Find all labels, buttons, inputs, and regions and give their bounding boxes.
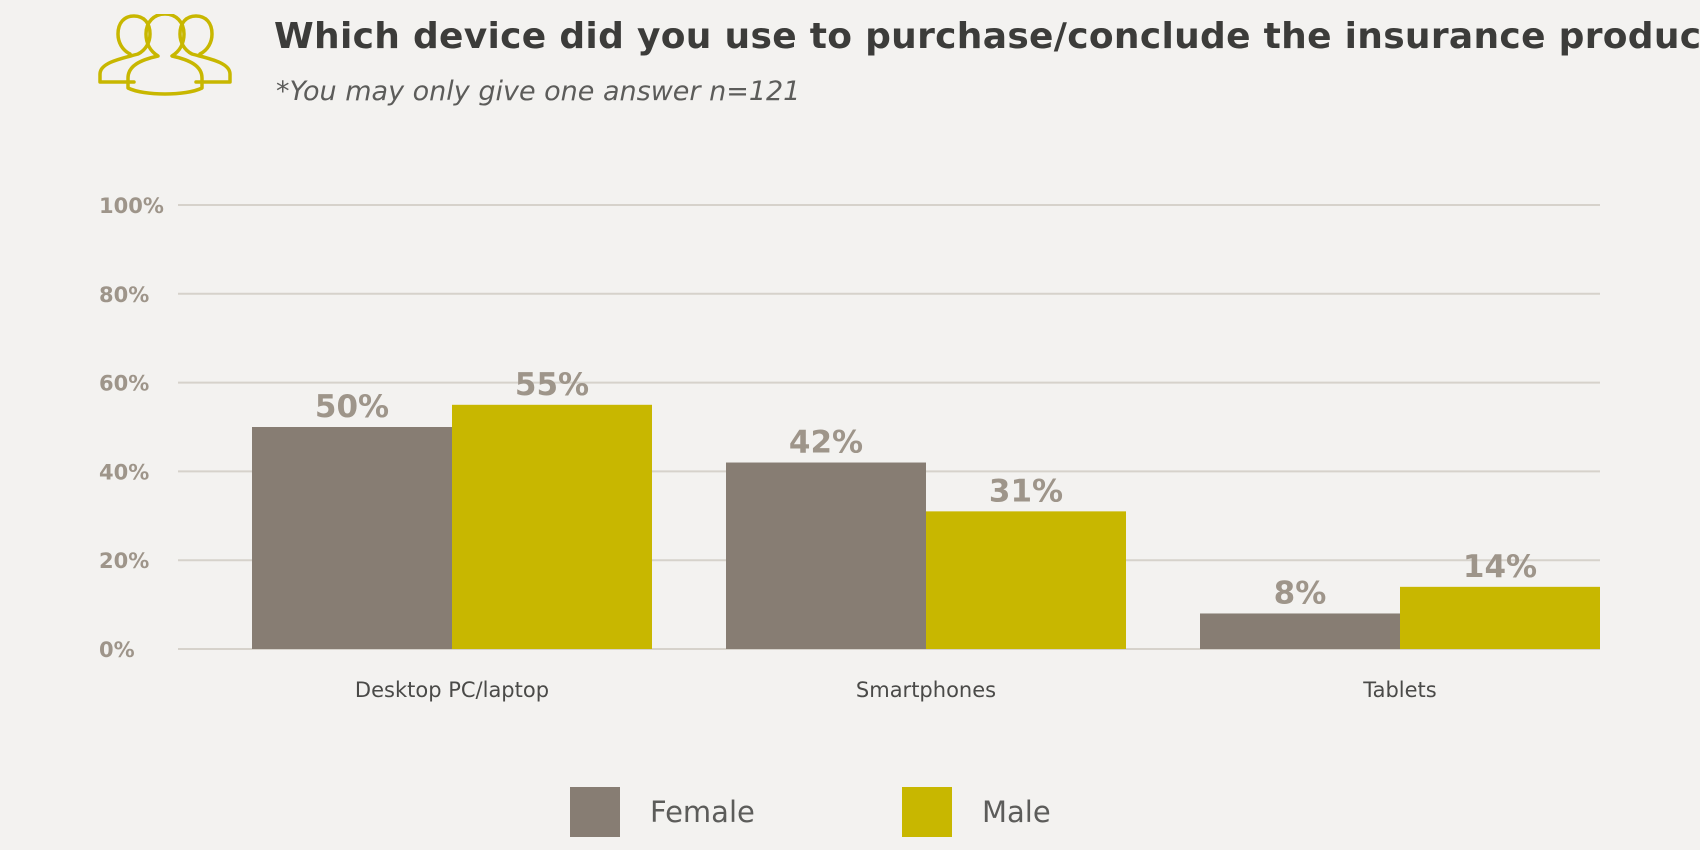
- bar-male: [1400, 586, 1600, 649]
- page-subtitle: *You may only give one answer n=121: [276, 76, 801, 107]
- bar-male: [926, 511, 1126, 649]
- y-tick-label: 0%: [99, 638, 135, 662]
- y-tick-label: 60%: [99, 372, 149, 396]
- y-tick-label: 40%: [99, 460, 149, 484]
- data-label: 8%: [1274, 575, 1327, 611]
- data-label: 31%: [989, 473, 1063, 509]
- data-label: 14%: [1463, 549, 1537, 585]
- legend-item-male: Male: [902, 786, 1051, 838]
- bar-female: [1200, 613, 1400, 649]
- bar-female: [726, 462, 926, 649]
- y-tick-label: 80%: [99, 283, 149, 307]
- data-label: 42%: [789, 425, 863, 461]
- bar-female: [252, 427, 452, 649]
- legend-item-female: Female: [570, 786, 755, 838]
- x-category-label: Smartphones: [856, 678, 996, 702]
- legend-swatch-female: [570, 787, 620, 837]
- people-group-icon: [98, 14, 232, 96]
- legend: Female Male: [0, 786, 1700, 838]
- legend-label-female: Female: [650, 795, 755, 829]
- y-tick-label: 20%: [99, 549, 149, 573]
- bar-male: [452, 404, 652, 649]
- x-category-label: Desktop PC/laptop: [355, 678, 549, 702]
- y-tick-label: 100%: [99, 194, 164, 218]
- page-title: Which device did you use to purchase/con…: [274, 16, 1700, 57]
- legend-label-male: Male: [982, 795, 1051, 829]
- x-category-label: Tablets: [1362, 678, 1436, 702]
- data-label: 50%: [315, 389, 389, 425]
- data-label: 55%: [515, 367, 589, 403]
- legend-swatch-male: [902, 787, 952, 837]
